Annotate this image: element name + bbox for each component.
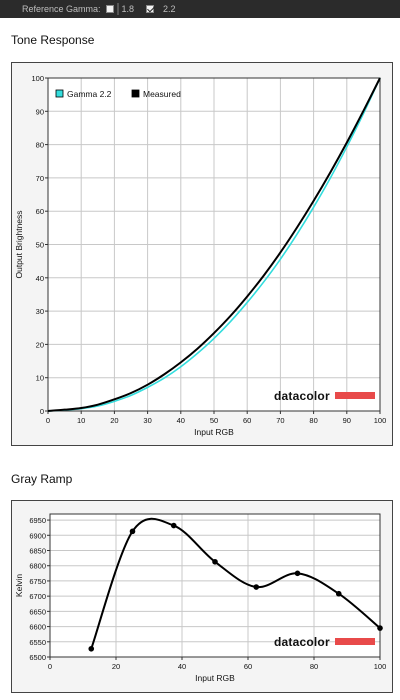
y-tick-label: 0 — [40, 407, 44, 416]
y-tick-label: 6750 — [29, 577, 46, 586]
y-tick-label: 50 — [36, 241, 44, 250]
y-tick-label: 6600 — [29, 623, 46, 632]
divider — [116, 3, 119, 15]
data-point — [88, 645, 95, 652]
x-axis-label: Input RGB — [195, 673, 235, 683]
y-tick-label: 6550 — [29, 638, 46, 647]
data-point — [212, 558, 218, 565]
gray-ramp-panel: 0 20 40 60 80 100 6500 6550 6600 6650 6700 6750 6800… — [11, 500, 393, 693]
x-tick-label: 50 — [210, 416, 218, 425]
data-point — [129, 528, 136, 535]
x-tick-label: 80 — [309, 416, 317, 425]
data-point — [170, 522, 177, 529]
tone-response-chart: 0 10 20 30 40 50 60 70 80 90 100 0 10 20 30 40 50 60 70 80 9… — [14, 74, 387, 437]
gamma-option-2-2[interactable]: 2.2 — [146, 4, 176, 14]
tone-response-title: Tone Response — [11, 33, 95, 47]
plot-border — [49, 513, 381, 658]
reference-gamma-label: Reference Gamma: — [22, 4, 101, 14]
x-tick-label: 80 — [310, 662, 318, 671]
y-tick-label: 6850 — [29, 547, 46, 556]
legend-swatch — [55, 89, 64, 98]
legend: Gamma 2.2 Measured — [55, 89, 181, 99]
data-point — [294, 570, 301, 577]
datacolor-logo-bar — [335, 392, 375, 399]
x-tick-label: 100 — [374, 416, 387, 425]
y-tick-label: 6900 — [29, 531, 46, 540]
datacolor-logo-text: datacolor — [274, 389, 330, 403]
gray-ramp-chart: 0 20 40 60 80 100 6500 6550 6600 6650 6700 6750 6800… — [14, 513, 387, 683]
x-tick-label: 30 — [143, 416, 151, 425]
y-tick-label: 6500 — [29, 653, 46, 662]
datacolor-logo-bar — [335, 638, 375, 645]
legend-swatch — [131, 89, 140, 98]
data-point — [377, 625, 383, 631]
y-axis-label: Output Brightness — [14, 210, 24, 278]
tone-response-panel: 0 10 20 30 40 50 60 70 80 90 100 0 10 20 30 40 50 60 70 80 9… — [11, 62, 393, 446]
gamma-2-2-checkbox[interactable] — [146, 5, 155, 13]
y-tick-label: 30 — [36, 307, 44, 316]
x-tick-label: 60 — [244, 662, 252, 671]
x-tick-label: 0 — [46, 416, 50, 425]
x-axis-label: Input RGB — [194, 427, 234, 437]
data-point — [335, 590, 342, 597]
datacolor-logo: datacolor — [274, 635, 375, 649]
y-tick-label: 20 — [36, 340, 44, 349]
y-tick-label: 70 — [36, 174, 44, 183]
y-tick-label: 6800 — [29, 562, 46, 571]
y-tick-label: 6700 — [29, 592, 46, 601]
gamma-1-8-checkbox[interactable] — [105, 5, 114, 13]
legend-label: Measured — [143, 89, 181, 99]
y-tick-label: 100 — [31, 74, 44, 83]
data-point — [253, 584, 260, 590]
series-line-gamma-2-2 — [47, 77, 381, 412]
reference-gamma-bar: Reference Gamma: 1.8 2.2 — [0, 0, 400, 18]
y-tick-label: 60 — [36, 207, 44, 216]
x-tick-label: 20 — [110, 416, 118, 425]
y-tick-label: 6650 — [29, 607, 46, 616]
y-tick-label: 80 — [36, 141, 44, 150]
gray-ramp-title: Gray Ramp — [11, 472, 73, 486]
x-tick-label: 90 — [343, 416, 351, 425]
gamma-1-8-label: 1.8 — [121, 4, 135, 14]
gamma-2-2-label: 2.2 — [163, 4, 176, 14]
series-line — [90, 517, 381, 650]
datacolor-logo: datacolor — [274, 389, 375, 403]
y-tick-label: 10 — [36, 374, 44, 383]
y-tick-label: 40 — [36, 274, 44, 283]
series-line-measured — [47, 77, 381, 412]
gamma-option-1-8[interactable]: 1.8 — [105, 3, 135, 15]
x-tick-label: 10 — [77, 416, 85, 425]
x-tick-label: 40 — [177, 416, 185, 425]
x-tick-label: 40 — [178, 662, 186, 671]
x-tick-label: 70 — [276, 416, 284, 425]
y-axis-label: Kelvin — [14, 574, 24, 597]
legend-label: Gamma 2.2 — [67, 89, 112, 99]
y-tick-label: 6950 — [29, 516, 46, 525]
x-tick-label: 60 — [243, 416, 251, 425]
datacolor-logo-text: datacolor — [274, 635, 330, 649]
x-tick-label: 0 — [48, 662, 52, 671]
x-tick-label: 20 — [112, 662, 120, 671]
y-tick-label: 90 — [36, 107, 44, 116]
x-tick-label: 100 — [374, 662, 387, 671]
